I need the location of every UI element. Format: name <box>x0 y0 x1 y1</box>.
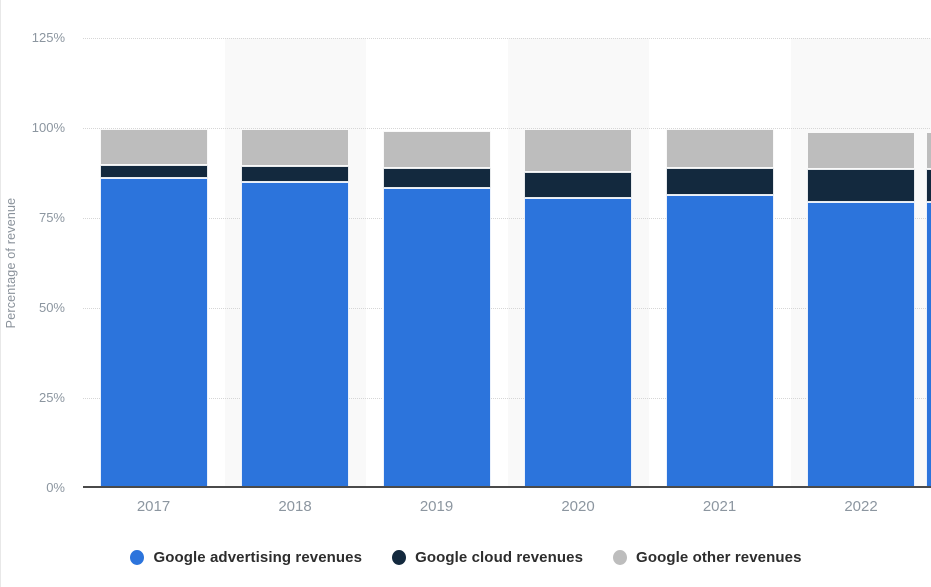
plot-area <box>83 38 931 488</box>
y-tick-label-125pct: 125% <box>31 30 65 45</box>
legend-item-google-advertising-revenues[interactable]: Google advertising revenues <box>130 549 362 566</box>
gridline-25pct <box>83 398 931 399</box>
bar-2017-google-advertising-revenues[interactable] <box>99 178 208 488</box>
y-tick-label-0pct: 0% <box>46 480 65 495</box>
x-axis-label-2019: 2019 <box>419 498 454 515</box>
x-axis-label-2020: 2020 <box>561 498 595 515</box>
legend-marker-google-advertising-revenues <box>130 550 145 565</box>
legend-label-google-advertising-revenues: Google advertising revenues <box>153 549 363 566</box>
bar-2019 <box>382 38 491 488</box>
x-axis-label-2017: 2017 <box>136 498 171 515</box>
gridline-50pct <box>83 308 931 309</box>
y-tick-label-75pct: 75% <box>38 210 65 225</box>
bar-2022-google-other-revenues[interactable] <box>807 131 916 169</box>
bar-2019-google-other-revenues[interactable] <box>382 130 491 169</box>
bar-2018 <box>241 38 350 488</box>
y-tick-label-100pct: 100% <box>31 120 65 135</box>
bar-2018-google-advertising-revenues[interactable] <box>241 181 350 488</box>
bar-2021-google-other-revenues[interactable] <box>665 129 774 169</box>
bar-2017 <box>99 38 208 488</box>
legend-label-google-cloud-revenues: Google cloud revenues <box>415 549 584 566</box>
bar-2017-google-cloud-revenues[interactable] <box>99 165 208 179</box>
bar-2019-google-advertising-revenues[interactable] <box>382 188 491 488</box>
bar-2020-google-other-revenues[interactable] <box>524 129 633 173</box>
legend: Google advertising revenues Google cloud … <box>1 549 931 566</box>
bar-clipped-right-edge-google-other-revenues[interactable] <box>926 131 931 169</box>
bar-2022 <box>807 38 916 488</box>
gridline-125pct <box>83 38 931 39</box>
bar-2021 <box>665 38 774 488</box>
legend-item-google-cloud-revenues[interactable]: Google cloud revenues <box>392 549 583 566</box>
y-tick-label-25pct: 25% <box>38 390 65 405</box>
bar-2020 <box>524 38 633 488</box>
legend-marker-google-cloud-revenues <box>392 550 407 565</box>
x-axis-label-2022: 2022 <box>844 498 878 515</box>
legend-label-google-other-revenues: Google other revenues <box>636 549 802 566</box>
bar-2021-google-cloud-revenues[interactable] <box>665 168 774 196</box>
bar-2020-google-advertising-revenues[interactable] <box>524 198 633 488</box>
y-tick-label-50pct: 50% <box>38 300 65 315</box>
bar-2021-google-advertising-revenues[interactable] <box>665 195 774 488</box>
x-axis-label-2018: 2018 <box>278 498 312 515</box>
bar-clipped-right-edge-google-cloud-revenues[interactable] <box>926 168 931 203</box>
bar-2019-google-cloud-revenues[interactable] <box>382 168 491 189</box>
gridline-100pct <box>83 128 931 129</box>
bar-2020-google-cloud-revenues[interactable] <box>524 172 633 199</box>
bar-clipped-right-edge-google-advertising-revenues[interactable] <box>926 202 931 488</box>
x-axis-line <box>83 486 931 488</box>
bar-clipped-right-edge <box>926 38 931 488</box>
bar-2017-google-other-revenues[interactable] <box>99 129 208 166</box>
legend-item-google-other-revenues[interactable]: Google other revenues <box>613 549 801 566</box>
bar-2018-google-cloud-revenues[interactable] <box>241 166 350 182</box>
gridline-75pct <box>83 218 931 219</box>
bar-2018-google-other-revenues[interactable] <box>241 129 350 167</box>
x-axis-label-2021: 2021 <box>702 498 737 515</box>
bar-2022-google-cloud-revenues[interactable] <box>807 168 916 203</box>
bar-2022-google-advertising-revenues[interactable] <box>807 202 916 488</box>
legend-marker-google-other-revenues <box>613 550 628 565</box>
